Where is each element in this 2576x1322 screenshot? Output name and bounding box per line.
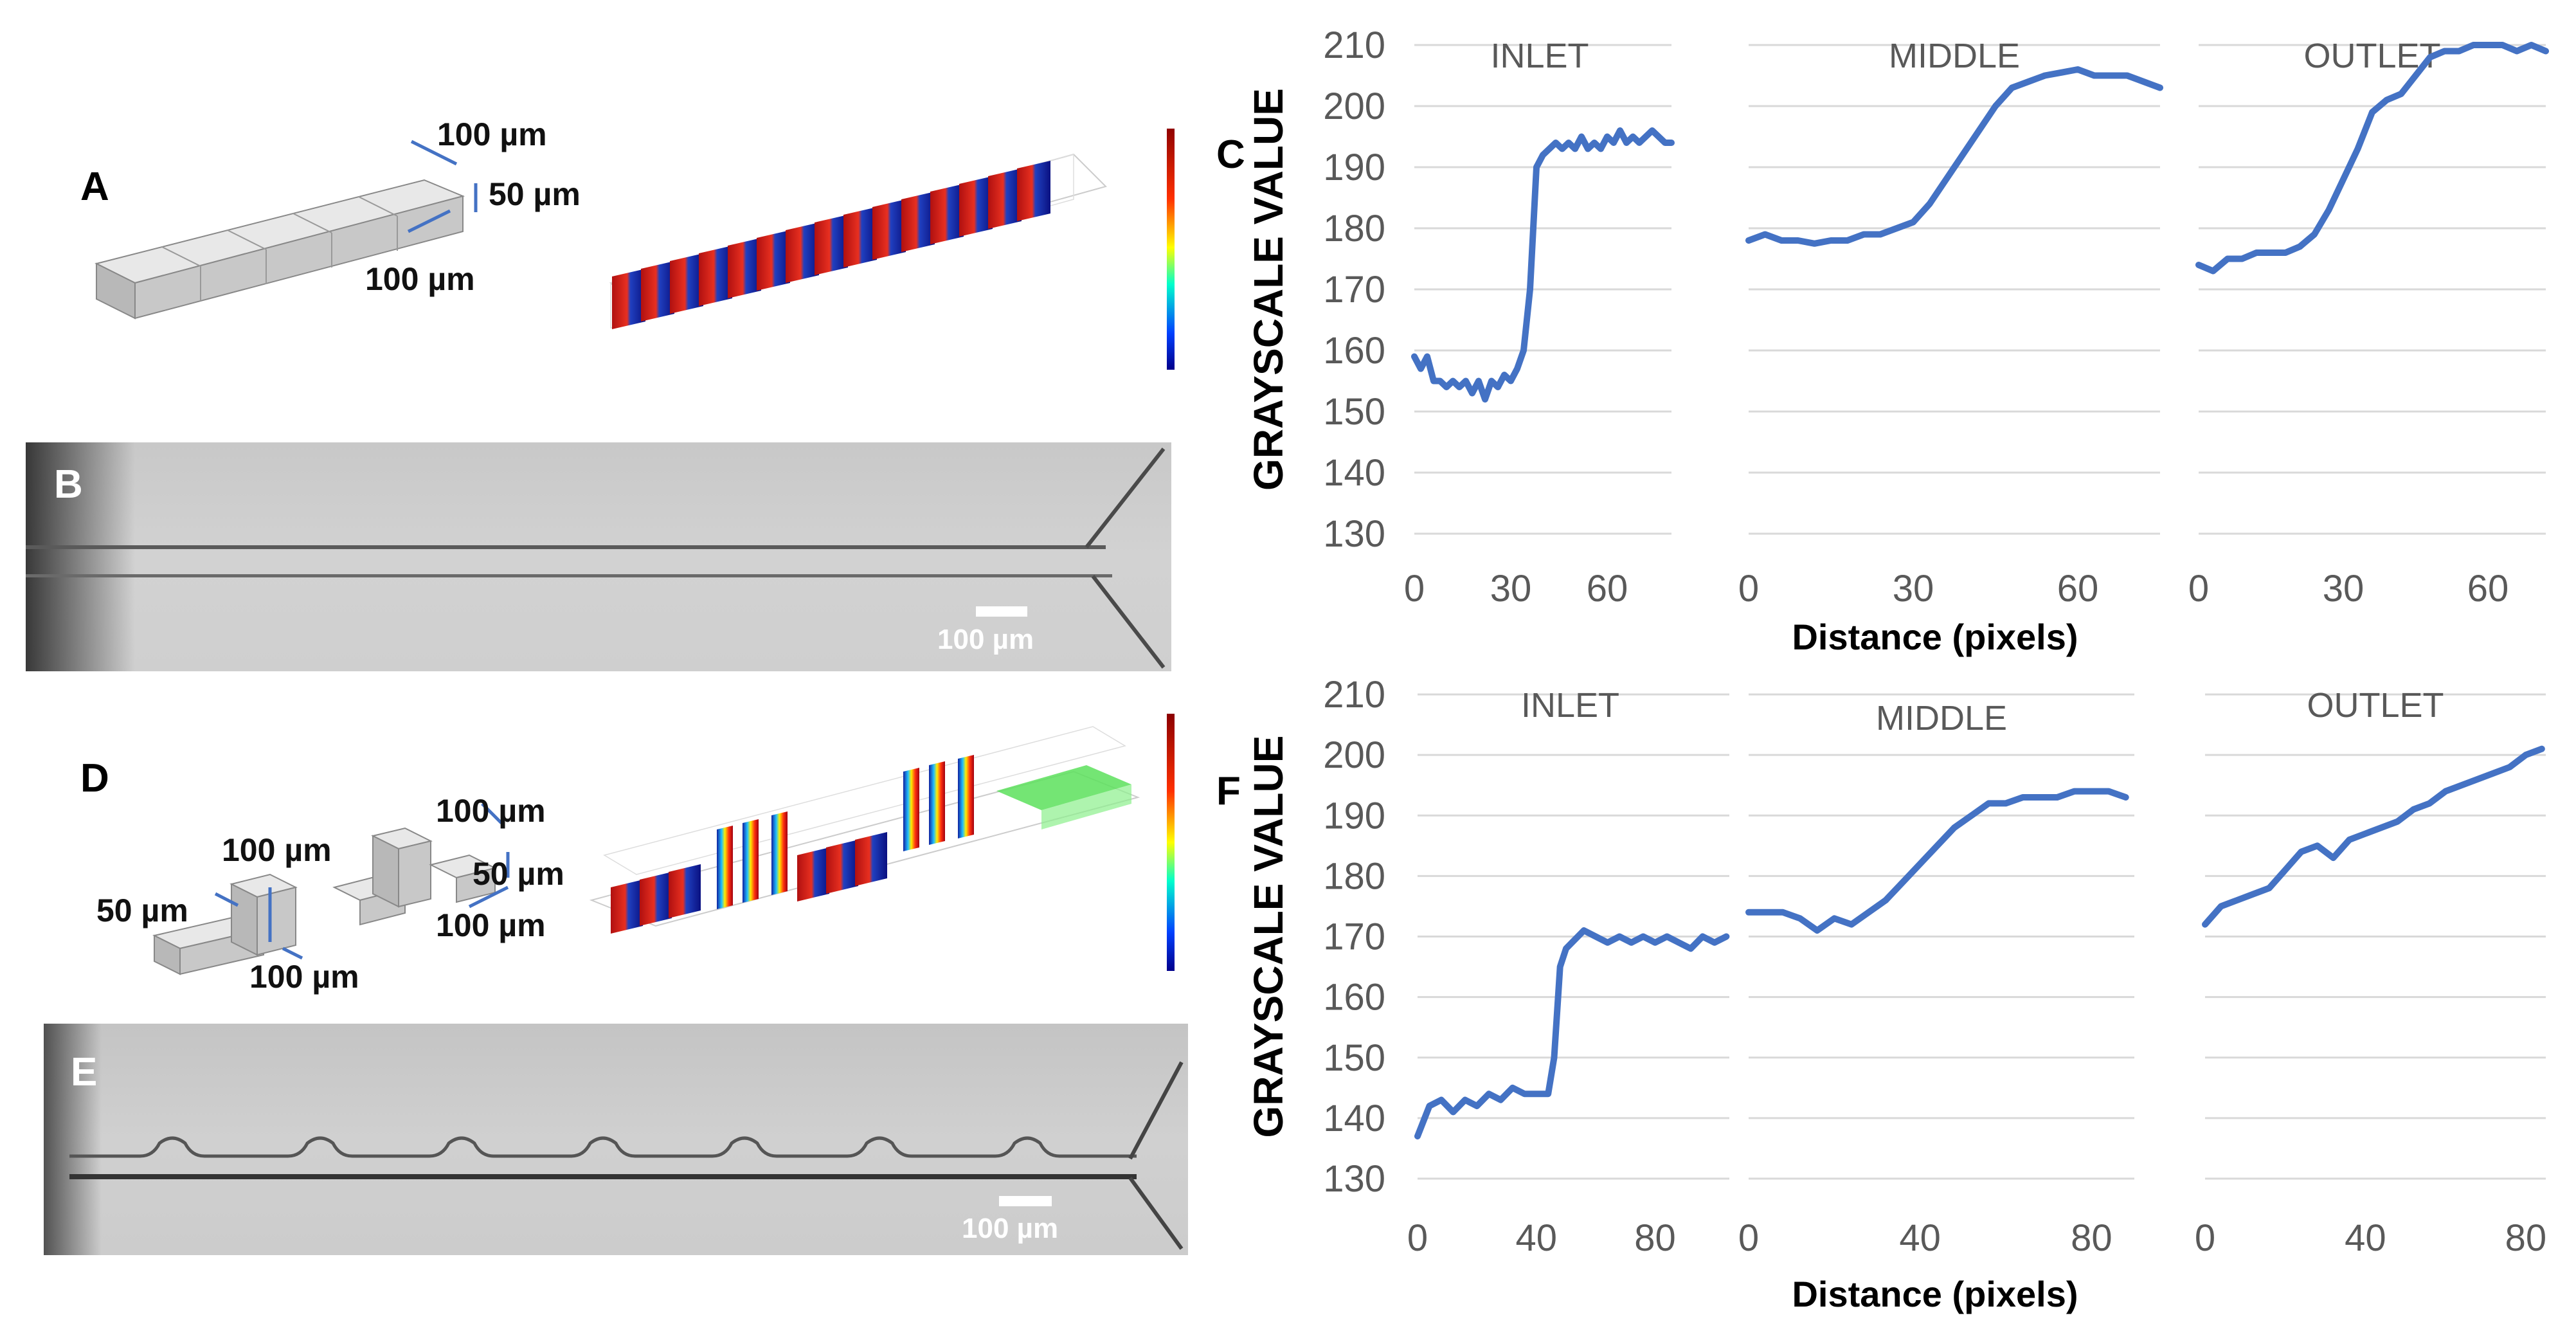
- x-tick-label-f-2: 40: [2345, 1217, 2386, 1259]
- y-axis-title-f: GRAYSCALE VALUE: [1245, 736, 1292, 1138]
- x-tick-label-c-1: 60: [2057, 568, 2099, 610]
- series-line-c-inlet: [1411, 127, 1675, 403]
- x-tick-label-c-1: 0: [1738, 568, 1759, 610]
- y-tick-label-c: 210: [1323, 24, 1385, 66]
- dim-label-d-top-right: 100 µm: [436, 793, 546, 829]
- y-tick-label-f: 180: [1323, 855, 1385, 897]
- dim-label-d-right-mid: 50 µm: [473, 856, 564, 892]
- slice-set-a: [612, 161, 1050, 329]
- y-tick-label-f: 190: [1323, 795, 1385, 837]
- scale-bar-label-e: 100 µm: [962, 1213, 1059, 1244]
- series-line-c-outlet: [2195, 42, 2549, 275]
- panel-b-micrograph: B 100 µm: [26, 442, 1171, 671]
- dim-label-d-bottom-right: 100 µm: [436, 907, 546, 943]
- panel-d-simulation: [589, 714, 1175, 971]
- y-tick-label-c: 190: [1323, 147, 1385, 188]
- y-tick-label-c: 200: [1323, 86, 1385, 127]
- dim-label-d-left: 50 µm: [96, 892, 188, 928]
- x-tick-label-c-2: 30: [2323, 568, 2364, 610]
- panel-label-e: E: [71, 1050, 98, 1094]
- y-tick-label-f: 210: [1323, 674, 1385, 716]
- panel-e-micrograph: E 100 µm: [44, 1024, 1188, 1255]
- x-tick-label-c-2: 60: [2467, 568, 2509, 610]
- y-tick-label-f: 150: [1323, 1037, 1385, 1079]
- y-tick-label-c: 130: [1323, 513, 1385, 555]
- x-tick-label-f-1: 0: [1738, 1217, 1759, 1259]
- x-axis-title-f: Distance (pixels): [1792, 1274, 2078, 1314]
- x-tick-label-c-0: 60: [1587, 568, 1628, 610]
- subplot-title-c-inlet: INLET: [1490, 37, 1589, 75]
- x-tick-label-f-0: 0: [1407, 1217, 1428, 1259]
- y-tick-label-c: 140: [1323, 452, 1385, 494]
- dim-arrow-bottom: [407, 209, 451, 233]
- panel-label-c: C: [1216, 132, 1245, 177]
- x-axis-title-c: Distance (pixels): [1792, 617, 2078, 657]
- colorbar-a: [1167, 129, 1175, 370]
- x-tick-label-f-2: 80: [2505, 1217, 2547, 1259]
- panel-label-d: D: [80, 756, 109, 801]
- x-tick-label-f-0: 80: [1634, 1217, 1676, 1259]
- series-line-f-middle: [1745, 788, 2129, 934]
- serpentine-channel: [69, 1061, 1184, 1250]
- x-tick-label-c-0: 0: [1404, 568, 1425, 610]
- subplot-title-f-inlet: INLET: [1521, 686, 1619, 725]
- dim-label-a-bottom: 100 µm: [365, 261, 475, 297]
- series-line-f-outlet: [2202, 745, 2545, 928]
- x-tick-label-f-0: 40: [1516, 1217, 1558, 1259]
- y-tick-label-c: 170: [1323, 269, 1385, 311]
- y-tick-label-f: 140: [1323, 1098, 1385, 1139]
- dim-label-d-bottom: 100 µm: [249, 959, 359, 995]
- x-tick-label-c-0: 30: [1490, 568, 1532, 610]
- dim-label-a-top: 100 µm: [437, 116, 547, 152]
- subplot-title-f-middle: MIDDLE: [1876, 699, 2007, 738]
- x-tick-label-f-1: 40: [1899, 1217, 1941, 1259]
- y-tick-label-f: 200: [1323, 734, 1385, 776]
- y-axis-title-c: GRAYSCALE VALUE: [1245, 88, 1292, 491]
- dim-label-a-side: 50 µm: [489, 176, 581, 212]
- panel-label-a: A: [80, 165, 109, 209]
- x-tick-label-c-1: 30: [1893, 568, 1934, 610]
- scale-bar-b: [976, 606, 1027, 617]
- y-tick-label-f: 160: [1323, 977, 1385, 1019]
- series-line-f-inlet: [1414, 927, 1730, 1140]
- panel-a-geometry: [95, 140, 478, 320]
- panel-a-simulation: [609, 129, 1175, 370]
- y-tick-label-c: 160: [1323, 330, 1385, 372]
- x-tick-label-c-2: 0: [2188, 568, 2209, 610]
- subplot-title-f-outlet: OUTLET: [2307, 686, 2444, 725]
- y-tick-label-f: 170: [1323, 916, 1385, 958]
- scale-bar-label-b: 100 µm: [937, 624, 1034, 655]
- dim-label-d-tall: 100 µm: [222, 832, 332, 868]
- subplot-title-c-middle: MIDDLE: [1889, 37, 2020, 75]
- x-tick-label-f-1: 80: [2071, 1217, 2112, 1259]
- dim-arrow-top: [410, 140, 458, 166]
- y-tick-label-c: 180: [1323, 208, 1385, 249]
- y-tick-label-c: 150: [1323, 391, 1385, 433]
- series-line-c-middle: [1745, 66, 2163, 247]
- scale-bar-e: [999, 1196, 1052, 1206]
- panel-label-b: B: [54, 462, 83, 507]
- colorbar-d: [1167, 714, 1175, 971]
- panel-d-geometry: [152, 802, 510, 975]
- y-tick-label-f: 130: [1323, 1158, 1385, 1200]
- x-tick-label-f-2: 0: [2195, 1217, 2215, 1259]
- panel-label-f: F: [1216, 769, 1241, 813]
